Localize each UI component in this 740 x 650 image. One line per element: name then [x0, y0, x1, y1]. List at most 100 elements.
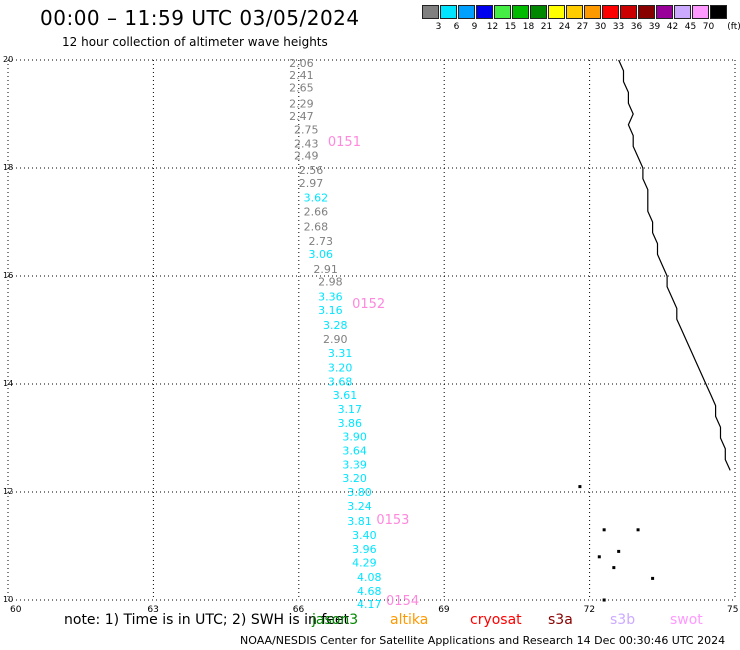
legend-label: 30	[594, 22, 607, 32]
legend-swatch	[566, 5, 583, 19]
y-tick-label: 12	[3, 487, 13, 496]
legend-swatch	[440, 5, 457, 19]
wave-height-label: 3.86	[338, 417, 363, 430]
island-mark	[617, 549, 621, 553]
wave-height-label: 3.31	[328, 347, 353, 360]
wave-height-label: 2.98	[318, 275, 343, 288]
island-mark	[612, 566, 616, 570]
wave-height-label: 2.97	[299, 177, 324, 190]
satellite-label-jason3: jason3	[312, 612, 359, 628]
legend-label: 33	[612, 22, 625, 32]
satellite-label-s3b: s3b	[610, 612, 636, 628]
island-mark	[597, 555, 601, 559]
credit-line: NOAA/NESDIS Center for Satellite Applica…	[240, 634, 726, 647]
legend-unit: (ft)	[727, 22, 740, 32]
island-mark	[578, 485, 582, 489]
x-tick-label: 72	[584, 605, 595, 612]
legend-label: 18	[522, 22, 535, 32]
wave-height-label: 2.91	[313, 263, 338, 276]
wave-height-label: 3.64	[342, 444, 367, 457]
legend-swatch	[620, 5, 637, 19]
wave-height-label: 4.08	[357, 571, 382, 584]
wave-height-label: 3.68	[328, 375, 353, 388]
wave-height-label: 3.39	[342, 458, 367, 471]
legend-swatch	[674, 5, 691, 19]
satellite-label-swot: swot	[670, 612, 703, 628]
wave-height-label: 3.20	[328, 361, 353, 374]
y-tick-label: 14	[3, 379, 13, 388]
legend-swatch	[656, 5, 673, 19]
legend-swatch	[692, 5, 709, 19]
legend-label: 12	[486, 22, 499, 32]
coastline	[618, 59, 731, 471]
wave-height-label: 3.28	[323, 319, 348, 332]
chart-title: 00:00 – 11:59 UTC 03/05/2024	[40, 6, 360, 30]
wave-height-label: 3.36	[318, 291, 343, 304]
footer-note-row: note: 1) Time is in UTC; 2) SWH is in fe…	[0, 612, 740, 632]
chart-subtitle: 12 hour collection of altimeter wave hei…	[62, 35, 328, 49]
wave-height-label: 3.40	[352, 529, 377, 542]
wave-height-label: 3.81	[347, 515, 372, 528]
legend-swatch	[548, 5, 565, 19]
wave-height-label: 3.17	[338, 403, 363, 416]
legend-swatch	[602, 5, 619, 19]
wave-height-label: 3.20	[342, 472, 367, 485]
wave-height-label: 3.96	[352, 543, 377, 556]
wave-height-label: 3.90	[342, 430, 367, 443]
wave-height-label: 2.66	[304, 206, 329, 219]
legend-swatch	[476, 5, 493, 19]
wave-height-label: 2.29	[289, 98, 314, 111]
legend-swatch	[710, 5, 727, 19]
footer-note: note: 1) Time is in UTC; 2) SWH is in fe…	[64, 612, 350, 628]
track-label: 0153	[376, 513, 409, 528]
y-tick-label: 16	[3, 271, 13, 280]
x-tick-label: 66	[293, 605, 305, 612]
plot-area: 60 63 66 69 72 75 10 12 14 16 18 20 2.062.412.65 2.29…	[3, 55, 738, 612]
wave-height-label: 2.56	[299, 164, 324, 177]
legend-swatch	[422, 5, 439, 19]
legend-swatch	[512, 5, 529, 19]
x-tick-label: 69	[438, 605, 450, 612]
legend-swatch	[530, 5, 547, 19]
y-tick-label: 20	[3, 55, 13, 64]
legend-label: 27	[576, 22, 589, 32]
legend-label: 15	[504, 22, 517, 32]
legend-label: 3	[435, 22, 442, 32]
wave-height-label: 4.17	[357, 598, 382, 611]
wave-height-label: 3.06	[308, 248, 333, 261]
satellite-label-s3a: s3a	[548, 612, 573, 628]
wave-height-label: 2.75	[294, 124, 319, 137]
wave-height-label: 2.65	[289, 82, 314, 95]
wave-height-label: 4.68	[357, 585, 382, 598]
legend-label: 21	[540, 22, 553, 32]
wave-height-label: 3.62	[304, 192, 329, 205]
legend-swatch	[458, 5, 475, 19]
x-tick-label: 60	[10, 605, 22, 612]
legend-swatch	[494, 5, 511, 19]
color-legend: 3 6 9 12 15 18 21 24 27 30 33 36 39 42 45 70 (ft)	[422, 5, 740, 35]
legend-label: 9	[471, 22, 478, 32]
legend-label: 24	[558, 22, 571, 32]
wave-height-label: 2.68	[304, 220, 329, 233]
island-mark	[602, 528, 606, 532]
track-label: 0151	[328, 135, 361, 150]
island-mark	[602, 598, 606, 602]
legend-swatch	[638, 5, 655, 19]
island-mark	[651, 576, 655, 580]
satellite-label-cryosat: cryosat	[470, 612, 522, 628]
legend-label: 39	[648, 22, 661, 32]
wave-height-label: 2.73	[308, 235, 333, 248]
wave-height-label: 2.90	[323, 333, 348, 346]
island-mark	[636, 528, 640, 532]
satellite-label-altika: altika	[390, 612, 429, 628]
wave-height-label: 2.47	[289, 110, 314, 123]
wave-height-label: 2.06	[289, 57, 314, 70]
legend-label: 6	[453, 22, 460, 32]
legend-label: 42	[666, 22, 679, 32]
wave-height-label: 3.16	[318, 304, 343, 317]
x-tick-label: 63	[147, 605, 158, 612]
wave-height-label: 2.49	[294, 150, 319, 163]
wave-height-label: 2.41	[289, 69, 314, 82]
x-tick-label: 75	[727, 605, 738, 612]
y-tick-label: 18	[3, 163, 13, 172]
